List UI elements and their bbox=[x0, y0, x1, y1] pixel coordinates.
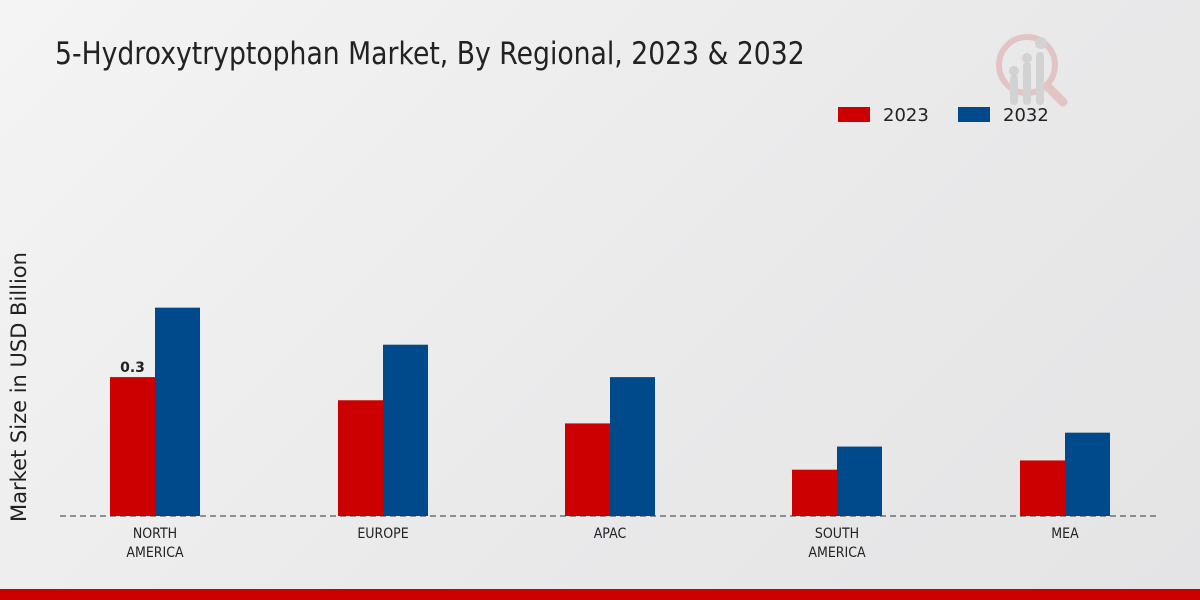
watermark-logo bbox=[996, 34, 1068, 107]
bar-2032-3 bbox=[837, 446, 882, 516]
y-axis-label: Market Size in USD Billion bbox=[7, 252, 31, 522]
x-tick-label: EUROPE bbox=[357, 526, 408, 542]
bar-2032-4 bbox=[1065, 432, 1110, 516]
legend-label-2032: 2032 bbox=[1003, 105, 1049, 126]
bar-2023-4 bbox=[1020, 460, 1065, 516]
bar-2023-2 bbox=[565, 423, 610, 516]
x-tick-label: AMERICA bbox=[126, 545, 183, 561]
legend: 2023 2032 bbox=[838, 105, 1049, 126]
data-label: 0.3 bbox=[120, 360, 145, 376]
x-tick-label: SOUTH bbox=[815, 526, 859, 542]
bar-2032-2 bbox=[610, 377, 655, 516]
x-tick-label: AMERICA bbox=[808, 545, 865, 561]
bar-2032-0 bbox=[155, 307, 200, 516]
chart-title: 5-Hydroxytryptophan Market, By Regional,… bbox=[55, 36, 805, 72]
bar-2023-0 bbox=[110, 377, 155, 516]
bar-2023-1 bbox=[338, 400, 383, 516]
bar-2023-3 bbox=[792, 469, 837, 516]
x-tick-label: MEA bbox=[1051, 526, 1078, 542]
x-tick-label: NORTH bbox=[133, 526, 177, 542]
x-tick-label: APAC bbox=[594, 526, 627, 542]
bar-2032-1 bbox=[383, 344, 428, 516]
legend-label-2023: 2023 bbox=[883, 105, 929, 126]
footer-accent-bar bbox=[0, 589, 1200, 600]
legend-swatch-2023 bbox=[838, 107, 870, 122]
legend-swatch-2032 bbox=[958, 107, 990, 122]
